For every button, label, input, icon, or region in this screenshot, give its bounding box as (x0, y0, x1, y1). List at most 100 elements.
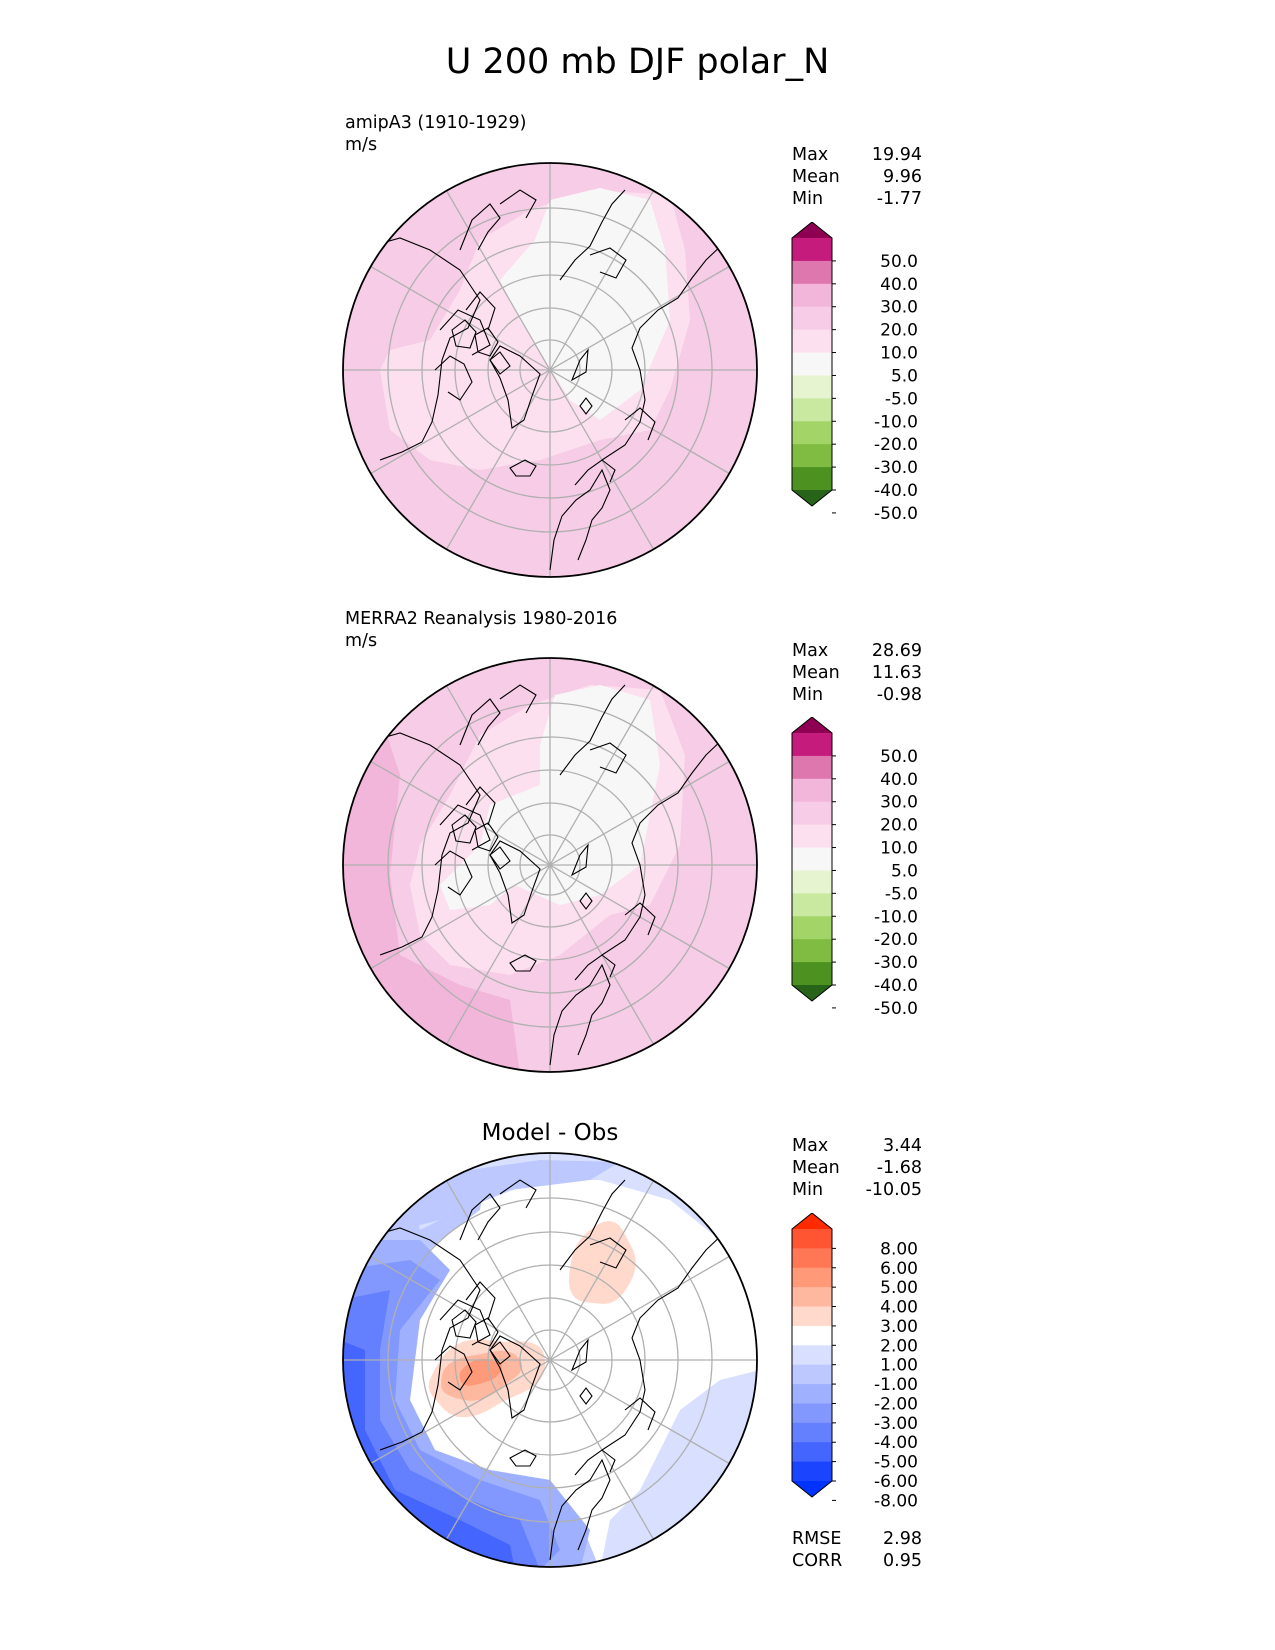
panel-3-stats: Max 3.44 Mean -1.68 Min -10.05 (792, 1135, 922, 1201)
panel-3-colorbar-tick-label: -3.00 (874, 1414, 918, 1434)
panel-1-colorbar-swatch (792, 306, 832, 331)
stat-value: 11.63 (871, 663, 922, 683)
coastline (559, 189, 626, 281)
panel-2-colorbar-tick-label: 40.0 (880, 770, 918, 790)
panel-3-colorbar-swatch (792, 1364, 832, 1385)
panel-3-metric-corr: CORR 0.95 (792, 1550, 922, 1572)
panel-3-colorbar-tick-label: 3.00 (880, 1317, 918, 1337)
coastline (434, 850, 473, 896)
panel-1-colorbar-tick-label: 40.0 (880, 275, 918, 295)
panel-3-colorbar-tick-label: 6.00 (880, 1259, 918, 1279)
stat-label: Min (792, 685, 824, 705)
coastline (459, 698, 501, 746)
coastline (465, 291, 496, 331)
panel-2-colorbar-swatch (792, 778, 832, 803)
stat-value: -0.98 (876, 685, 922, 705)
panel-3-title: Model - Obs (481, 1120, 619, 1146)
coastline (434, 355, 473, 401)
panel-2-colorbar-extend-top (792, 717, 832, 733)
panel-1-colorbar-tick-label: -10.0 (874, 412, 918, 432)
coastline (434, 1345, 473, 1391)
coastline (509, 459, 537, 477)
panel-3-colorbar-extend-top (792, 1213, 832, 1229)
panel-1-colorbar-swatch (792, 398, 832, 422)
panel-3-colorbar-tick-label: -2.00 (874, 1394, 918, 1414)
coastline (451, 814, 477, 844)
panel-2-stats: Max 28.69 Mean 11.63 Min -0.98 (792, 640, 922, 706)
panel-3-colorbar-tick-label: 4.00 (880, 1298, 918, 1318)
panel-1-units: m/s (345, 135, 378, 155)
panel-2-colorbar-tick-label: -10.0 (874, 907, 918, 927)
panel-1-colorbar-tick-label: 5.0 (891, 366, 918, 386)
longitude-line (445, 685, 655, 1045)
panel-1-colorbar-tick-label: -5.0 (885, 389, 918, 409)
panel-1-colorbar-tick-label: -40.0 (874, 481, 918, 501)
panel-3-colorbar-tick-label: -6.00 (874, 1472, 918, 1492)
panel-3-colorbar-tick-label: -1.00 (874, 1375, 918, 1395)
coastline (465, 786, 496, 826)
panel-3-colorbar-tick-label: -5.00 (874, 1453, 918, 1473)
panel-2-polar-map (342, 657, 758, 1073)
coastline (601, 1231, 726, 1451)
panel-1-colorbar-swatch (792, 467, 832, 491)
coastline (489, 840, 541, 924)
panel-1-colorbar-swatch (792, 329, 832, 354)
panel-3-colorbar-swatch (792, 1229, 832, 1249)
panel-2-colorbar-tick-label: 20.0 (880, 816, 918, 836)
panel-3-stat-min: Min -10.05 (792, 1179, 922, 1201)
coastline (570, 843, 589, 877)
coastline (439, 1299, 491, 1346)
panel-2-colorbar-swatch (792, 916, 832, 940)
panel-3-colorbar: 8.006.005.004.003.002.001.00-1.00-2.00-3… (791, 1213, 918, 1511)
panel-2-units: m/s (345, 631, 378, 651)
panel-2-stat-max: Max 28.69 (792, 640, 922, 662)
coastline (474, 327, 499, 357)
panel-3-colorbar-tick-label: 8.00 (880, 1239, 918, 1259)
coastline (549, 1458, 611, 1561)
panel-2-colorbar-tick-label: -50.0 (874, 999, 918, 1017)
coastline (374, 732, 481, 956)
longitude-line (445, 190, 655, 550)
stat-label: Min (792, 189, 824, 209)
panel-2-colorbar-tick-label: -40.0 (874, 976, 918, 996)
coastline (451, 1309, 477, 1339)
stat-label: Max (792, 145, 829, 165)
coastline (489, 1335, 541, 1419)
panel-3-colorbar-swatch (792, 1287, 832, 1308)
panel-1-colorbar-tick-label: -30.0 (874, 458, 918, 478)
panel-3-colorbar-extend-bottom (792, 1481, 832, 1497)
panel-3-polar-map (342, 1152, 758, 1568)
coastline (439, 309, 491, 356)
panel-1-stats: Max 19.94 Mean 9.96 Min -1.77 (792, 144, 922, 210)
panel-1-colorbar-tick-label: 50.0 (880, 252, 918, 272)
stat-value: 0.95 (883, 1551, 922, 1571)
panel-2-colorbar-tick-label: -20.0 (874, 930, 918, 950)
coastline (374, 237, 481, 461)
coastline (489, 345, 541, 429)
panel-3-colorbar-swatch (792, 1248, 832, 1269)
coastline (579, 397, 593, 415)
panel-3-colorbar-swatch (792, 1403, 832, 1424)
panel-2-stat-mean: Mean 11.63 (792, 662, 922, 684)
coastline (465, 1281, 496, 1321)
coastline (559, 684, 626, 776)
panel-1-stat-max: Max 19.94 (792, 144, 922, 166)
stat-label: CORR (792, 1551, 843, 1571)
stat-value: 2.98 (883, 1529, 922, 1549)
panel-3-colorbar-tick-label: -8.00 (874, 1491, 918, 1511)
panel-3-metrics: RMSE 2.98 CORR 0.95 (792, 1528, 922, 1572)
coastline (459, 203, 501, 251)
longitude-line (445, 1180, 655, 1540)
coastline (489, 846, 511, 870)
stat-label: RMSE (792, 1529, 842, 1549)
coastline (601, 241, 726, 461)
panel-1-stat-mean: Mean 9.96 (792, 166, 922, 188)
coastline (624, 902, 656, 936)
coastline (624, 1397, 656, 1431)
panel-2-colorbar-swatch (792, 870, 832, 894)
panel-2-colorbar-tick-label: 50.0 (880, 747, 918, 767)
coastline (601, 736, 726, 956)
stat-label: Min (792, 1180, 824, 1200)
panel-1-colorbar: 50.0 40.0 30.0 20.0 10.05.0 -5.0 -10.0 -20.0 -30… (791, 222, 918, 522)
stat-value: -10.05 (865, 1180, 922, 1200)
